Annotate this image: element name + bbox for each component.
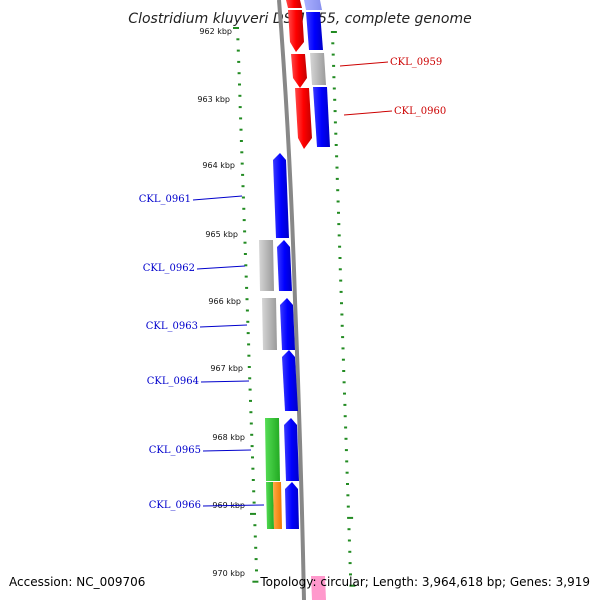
gene-feature-green-0966[interactable] (266, 482, 274, 529)
gene-feature-ckl-0961[interactable] (273, 153, 289, 238)
gene-label-text[interactable]: CKL_0965 (149, 445, 201, 456)
genome-backbone (277, 0, 306, 600)
coordinate-scale: 962 kbp 963 kbp 964 kbp 965 kbp 966 kbp … (197, 27, 245, 578)
gene-feature-gray-0963[interactable] (262, 298, 277, 350)
tick-track-right (330, 31, 356, 587)
gene-feature-ckl-0959-a[interactable] (288, 10, 304, 52)
tick-label-966: 966 kbp (208, 297, 241, 306)
gene-feature-ckl-0960[interactable] (295, 88, 312, 149)
gene-feature-green-0965[interactable] (265, 418, 280, 481)
tick-label-963: 963 kbp (197, 95, 230, 104)
gene-label-text[interactable]: CKL_0959 (390, 57, 442, 68)
leader-line (199, 324, 248, 328)
gene-feature-ckl-0962[interactable] (277, 240, 292, 291)
leader-line (343, 110, 393, 116)
gene-label-text[interactable]: CKL_0960 (394, 106, 446, 117)
tick-label-970: 970 kbp (212, 569, 245, 578)
gene-label-text[interactable]: CKL_0963 (146, 321, 198, 332)
leader-line (192, 195, 243, 201)
gene-feature-blue-0960[interactable] (313, 87, 330, 147)
inner-feature-track (259, 153, 326, 600)
gene-label-text[interactable]: CKL_0962 (143, 263, 195, 274)
leader-line (200, 380, 250, 383)
leader-line (339, 61, 389, 67)
gene-feature-pink[interactable] (311, 576, 326, 600)
leader-line (202, 449, 252, 452)
tick-track-left (233, 27, 259, 583)
tick-label-968: 968 kbp (212, 433, 245, 442)
gene-feature-gray-top[interactable] (310, 53, 326, 85)
genome-summary-text: Topology: circular; Length: 3,964,618 bp… (259, 575, 590, 589)
forward-strand-track (286, 0, 312, 149)
gene-label-ckl-0960[interactable]: CKL_0960 (343, 106, 446, 117)
gene-label-text[interactable]: CKL_0961 (139, 194, 191, 205)
gene-feature-ckl-0959-b[interactable] (291, 54, 307, 88)
gene-feature-gray-0962[interactable] (259, 240, 274, 291)
gene-label-ckl-0959[interactable]: CKL_0959 (339, 57, 442, 68)
tick-label-964: 964 kbp (202, 161, 235, 170)
gene-label-text[interactable]: CKL_0964 (147, 376, 199, 387)
gene-feature-ckl-0964[interactable] (282, 350, 298, 411)
gene-feature-forward[interactable] (286, 0, 302, 8)
gene-feature-ckl-0963[interactable] (280, 298, 295, 350)
tick-label-967: 967 kbp (210, 364, 243, 373)
tick-label-962: 962 kbp (199, 27, 232, 36)
tick-label-965: 965 kbp (205, 230, 238, 239)
gene-feature-blue-top[interactable] (306, 12, 323, 50)
gene-label-ckl-0965[interactable]: CKL_0965 (149, 445, 252, 456)
gene-label-ckl-0964[interactable]: CKL_0964 (147, 376, 250, 387)
gene-label-ckl-0961[interactable]: CKL_0961 (139, 194, 243, 205)
gene-feature-ckl-0965[interactable] (284, 418, 299, 481)
reverse-strand-outer-track (304, 0, 330, 147)
gene-label-ckl-0966[interactable]: CKL_0966 (149, 500, 265, 511)
gene-feature-ckl-0966[interactable] (285, 482, 299, 529)
gene-feature-orange-0966[interactable] (273, 482, 282, 529)
leader-line (196, 265, 246, 270)
leader-line (202, 504, 265, 507)
gene-label-text[interactable]: CKL_0966 (149, 500, 201, 511)
gene-label-ckl-0963[interactable]: CKL_0963 (146, 321, 248, 332)
gene-label-ckl-0962[interactable]: CKL_0962 (143, 263, 246, 274)
accession-text: Accession: NC_009706 (9, 575, 145, 589)
gene-feature-pale[interactable] (304, 0, 322, 10)
